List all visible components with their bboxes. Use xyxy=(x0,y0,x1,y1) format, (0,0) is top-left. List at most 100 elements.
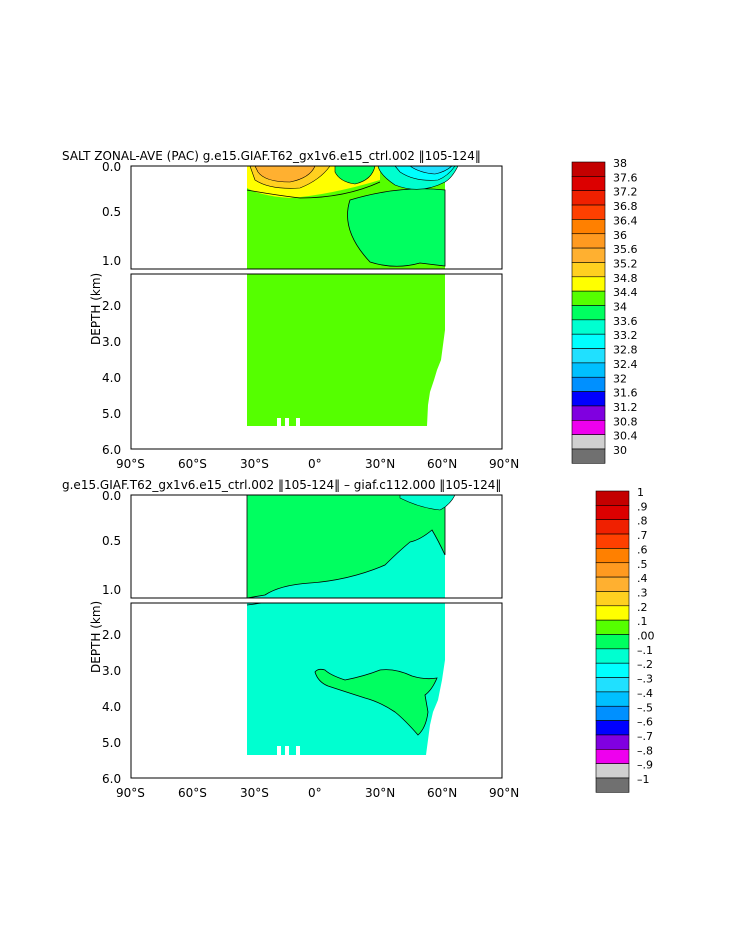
colorbar-swatch xyxy=(595,619,630,635)
colorbar-swatch xyxy=(595,734,630,750)
colorbar-swatch xyxy=(571,405,606,421)
ytick: 0.0 xyxy=(102,160,121,174)
xtick: 90°S xyxy=(116,457,145,471)
colorbar-label: –.8 xyxy=(637,744,653,757)
panel1-colorbar: 3837.637.236.836.43635.635.234.834.43433… xyxy=(571,157,638,464)
field-32.8 xyxy=(409,165,453,175)
ytick: 5.0 xyxy=(102,736,121,750)
panel2-upper-frame xyxy=(130,494,503,599)
colorbar-label: 32 xyxy=(613,372,627,385)
colorbar-swatch xyxy=(595,505,630,521)
colorbar-label: 36.8 xyxy=(613,200,638,213)
colorbar-label: .5 xyxy=(637,558,648,571)
xtick: 0° xyxy=(308,786,322,800)
colorbar-swatch xyxy=(595,763,630,779)
ytick: 6.0 xyxy=(102,772,121,786)
colorbar-label: .4 xyxy=(637,572,648,585)
ytick: 1.0 xyxy=(102,583,121,597)
colorbar-label: .2 xyxy=(637,601,648,614)
colorbar-swatch xyxy=(571,376,606,392)
panel2-upper-field xyxy=(246,494,456,599)
field-35.6 xyxy=(254,165,316,183)
colorbar-label: 36.4 xyxy=(613,214,638,227)
colorbar-swatch xyxy=(571,391,606,407)
colorbar-label: –.3 xyxy=(637,673,653,686)
colorbar-swatch xyxy=(571,434,606,450)
xtick: 90°N xyxy=(489,786,519,800)
xtick: 30°N xyxy=(365,786,395,800)
colorbar-label: –.5 xyxy=(637,701,653,714)
colorbar-swatch xyxy=(571,348,606,364)
colorbar-label: .6 xyxy=(637,543,648,556)
ytick: 1.0 xyxy=(102,254,121,268)
colorbar-label: .00 xyxy=(637,630,655,643)
panel1-yticks: 0.0 0.5 1.0 2.0 3.0 4.0 5.0 6.0 xyxy=(102,160,121,457)
panel-salinity: SALT ZONAL-AVE (PAC) g.e15.GIAF.T62_gx1v… xyxy=(62,149,638,471)
colorbar-swatch xyxy=(571,333,606,349)
colorbar-swatch xyxy=(595,648,630,664)
ytick: 0.5 xyxy=(102,534,121,548)
colorbar-swatch xyxy=(595,748,630,764)
colorbar-label: 31.6 xyxy=(613,387,638,400)
colorbar-swatch xyxy=(571,319,606,335)
xtick: 30°S xyxy=(240,786,269,800)
colorbar-label: .8 xyxy=(637,515,648,528)
colorbar-swatch xyxy=(595,677,630,693)
ytick: 4.0 xyxy=(102,700,121,714)
colorbar-swatch xyxy=(595,519,630,535)
colorbar-swatch xyxy=(595,562,630,578)
colorbar-swatch xyxy=(571,233,606,249)
colorbar-swatch xyxy=(571,204,606,220)
panel1-upper-frame xyxy=(130,165,503,270)
field-34.0 xyxy=(347,188,446,267)
colorbar-label: .1 xyxy=(637,615,648,628)
xtick: 60°N xyxy=(427,457,457,471)
colorbar-swatch xyxy=(571,305,606,321)
colorbar-label: 30 xyxy=(613,444,627,457)
ytick: 6.0 xyxy=(102,443,121,457)
colorbar-label: –.2 xyxy=(637,658,653,671)
colorbar-label: 33.2 xyxy=(613,329,638,342)
colorbar-swatch xyxy=(571,290,606,306)
colorbar-swatch xyxy=(571,190,606,206)
colorbar-swatch xyxy=(595,691,630,707)
colorbar-swatch xyxy=(571,419,606,435)
panel2-lower-field xyxy=(247,603,445,755)
ytick: 4.0 xyxy=(102,371,121,385)
colorbar-swatch xyxy=(571,262,606,278)
colorbar-label: –.7 xyxy=(637,730,653,743)
colorbar-label: 1 xyxy=(637,486,644,499)
colorbar-label: 30.4 xyxy=(613,430,638,443)
field-pos xyxy=(246,494,446,599)
colorbar-swatch xyxy=(595,720,630,736)
colorbar-label: 33.6 xyxy=(613,315,638,328)
ytick: 3.0 xyxy=(102,335,121,349)
panel2-title: g.e15.GIAF.T62_gx1v6.e15_ctrl.002 ‖105-1… xyxy=(62,478,501,492)
colorbar-swatch xyxy=(595,533,630,549)
colorbar-swatch xyxy=(595,548,630,564)
panel1-title: SALT ZONAL-AVE (PAC) g.e15.GIAF.T62_gx1v… xyxy=(62,149,481,163)
colorbar-label: 32.4 xyxy=(613,358,638,371)
colorbar-label: –.6 xyxy=(637,716,653,729)
colorbar-swatch xyxy=(571,362,606,378)
ytick: 2.0 xyxy=(102,628,121,642)
colorbar-label: 38 xyxy=(613,157,627,170)
colorbar-label: 35.6 xyxy=(613,243,638,256)
colorbar-label: 30.8 xyxy=(613,415,638,428)
colorbar-swatch xyxy=(571,448,606,464)
panel2-lower-frame xyxy=(130,602,503,779)
positive-tongue xyxy=(314,668,438,736)
contour-34.8 xyxy=(246,181,381,199)
colorbar-label: –.1 xyxy=(637,644,653,657)
field-neg-surface xyxy=(399,494,456,511)
ytick: 0.0 xyxy=(102,489,121,503)
xtick: 0° xyxy=(308,457,322,471)
colorbar-swatch xyxy=(571,247,606,263)
panel2-xticks: 90°S 60°S 30°S 0° 30°N 60°N 90°N xyxy=(116,786,519,800)
panel1-xticks: 90°S 60°S 30°S 0° 30°N 60°N 90°N xyxy=(116,457,519,471)
xtick: 60°S xyxy=(178,786,207,800)
colorbar-label: 32.8 xyxy=(613,344,638,357)
colorbar-swatch xyxy=(571,276,606,292)
field-34.0-surface xyxy=(334,165,376,185)
colorbar-label: 34.4 xyxy=(613,286,638,299)
